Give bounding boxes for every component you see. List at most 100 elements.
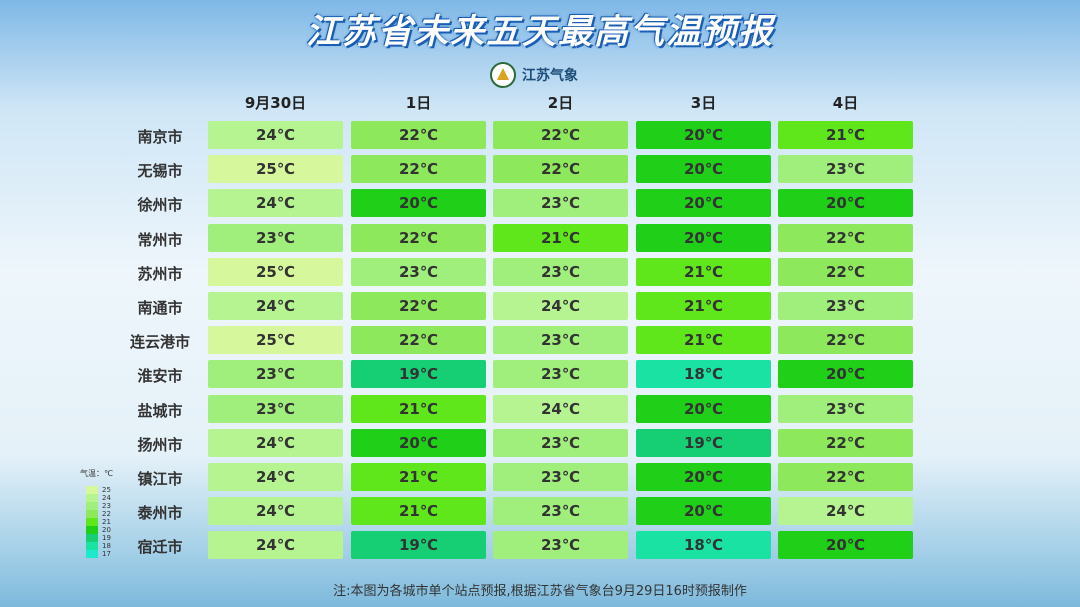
- logo-text: 江苏气象: [522, 68, 578, 84]
- legend-swatch: [86, 494, 98, 502]
- row-label: 淮安市: [137, 367, 183, 386]
- temperature-cell: 20℃: [636, 394, 771, 423]
- legend-swatch: [86, 502, 98, 510]
- temperature-cell: 22℃: [351, 121, 486, 149]
- legend-label: 17: [102, 550, 111, 558]
- temperature-cell: 24℃: [208, 531, 343, 560]
- temperature-cell: 21℃: [636, 257, 771, 286]
- temperature-cell: 23℃: [493, 189, 628, 218]
- temperature-cell: 24℃: [208, 121, 343, 149]
- temperature-cell: 23℃: [493, 531, 628, 560]
- column-header: 2日: [547, 94, 574, 112]
- legend-swatch: [86, 526, 98, 534]
- temperature-cell: 24℃: [493, 394, 628, 423]
- temperature-cell: 25℃: [208, 155, 343, 184]
- temperature-cell: 22℃: [778, 223, 913, 252]
- legend-label: 19: [102, 534, 111, 542]
- row-label: 宿迁市: [137, 538, 183, 557]
- temperature-cell: 23℃: [208, 394, 343, 423]
- temperature-cell: 23℃: [493, 463, 628, 491]
- row-label: 无锡市: [137, 162, 183, 181]
- legend-swatch: [86, 550, 98, 558]
- temperature-cell: 21℃: [778, 121, 913, 149]
- temperature-cell: 25℃: [208, 257, 343, 286]
- temperature-cell: 20℃: [636, 121, 771, 149]
- temperature-cell: 25℃: [208, 326, 343, 355]
- row-label: 苏州市: [137, 264, 183, 283]
- temperature-cell: 20℃: [778, 531, 913, 560]
- temperature-cell: 20℃: [636, 189, 771, 218]
- row-label: 镇江市: [137, 470, 183, 488]
- temperature-cell: 24℃: [208, 428, 343, 457]
- temperature-cell: 23℃: [493, 257, 628, 286]
- column-header: 4日: [832, 94, 859, 112]
- footnote: 注:本图为各城市单个站点预报,根据江苏省气象台9月29日16时预报制作: [333, 584, 747, 599]
- temperature-cell: 23℃: [493, 360, 628, 389]
- temperature-cell: 22℃: [351, 292, 486, 320]
- legend-label: 20: [102, 526, 111, 534]
- legend-label: 25: [102, 486, 111, 494]
- temperature-cell: 19℃: [636, 428, 771, 457]
- temperature-cell: 21℃: [493, 223, 628, 252]
- legend-swatch: [86, 518, 98, 526]
- temperature-cell: 23℃: [778, 292, 913, 320]
- temperature-cell: 22℃: [778, 428, 913, 457]
- temperature-cell: 24℃: [493, 292, 628, 320]
- temperature-cell: 22℃: [778, 257, 913, 286]
- temperature-cell: 18℃: [636, 360, 771, 389]
- legend-title: 气温：℃: [80, 469, 113, 478]
- temperature-cell: 18℃: [636, 531, 771, 560]
- legend-label: 24: [102, 494, 111, 502]
- legend-label: 21: [102, 518, 111, 526]
- legend-swatch: [86, 510, 98, 518]
- temperature-cell: 21℃: [351, 463, 486, 491]
- temperature-cell: 23℃: [493, 497, 628, 526]
- legend-swatch: [86, 486, 98, 494]
- temperature-cell: 24℃: [778, 497, 913, 526]
- column-header: 1日: [405, 94, 432, 112]
- temperature-cell: 23℃: [778, 394, 913, 423]
- logo-icon: [490, 62, 516, 88]
- temperature-cell: 22℃: [493, 121, 628, 149]
- temperature-cell: 23℃: [351, 257, 486, 286]
- row-label: 盐城市: [137, 401, 183, 420]
- legend-swatch: [86, 534, 98, 542]
- temperature-cell: 23℃: [208, 360, 343, 389]
- title: 江苏省未来五天最高气温预报: [306, 12, 774, 52]
- temperature-cell: 21℃: [636, 292, 771, 320]
- temperature-cell: 20℃: [351, 189, 486, 218]
- temperature-cell: 24℃: [208, 292, 343, 320]
- temperature-cell: 22℃: [493, 155, 628, 184]
- temperature-cell: 21℃: [351, 497, 486, 526]
- legend-label: 22: [102, 510, 111, 518]
- temperature-cell: 22℃: [351, 326, 486, 355]
- row-label: 徐州市: [137, 196, 183, 215]
- temperature-cell: 20℃: [778, 189, 913, 218]
- row-label: 南通市: [137, 299, 183, 317]
- row-label: 南京市: [137, 128, 183, 146]
- temperature-cell: 20℃: [636, 155, 771, 184]
- temperature-cell: 21℃: [636, 326, 771, 355]
- legend-label: 23: [102, 502, 111, 510]
- temperature-cell: 20℃: [636, 497, 771, 526]
- legend-label: 18: [102, 542, 111, 550]
- temperature-cell: 19℃: [351, 531, 486, 560]
- column-header: 3日: [690, 94, 717, 112]
- temperature-cell: 20℃: [778, 360, 913, 389]
- row-label: 扬州市: [137, 435, 183, 454]
- temperature-cell: 20℃: [636, 463, 771, 491]
- temperature-cell: 22℃: [351, 155, 486, 184]
- row-label: 常州市: [137, 230, 183, 249]
- temperature-cell: 19℃: [351, 360, 486, 389]
- temperature-cell: 23℃: [208, 223, 343, 252]
- row-label: 泰州市: [137, 504, 183, 523]
- column-header: 9月30日: [244, 94, 307, 112]
- temperature-cell: 22℃: [778, 463, 913, 491]
- temperature-cell: 23℃: [493, 428, 628, 457]
- temperature-cell: 24℃: [208, 189, 343, 218]
- temperature-cell: 23℃: [493, 326, 628, 355]
- temperature-cell: 20℃: [636, 223, 771, 252]
- temperature-cell: 24℃: [208, 497, 343, 526]
- temperature-cell: 22℃: [351, 223, 486, 252]
